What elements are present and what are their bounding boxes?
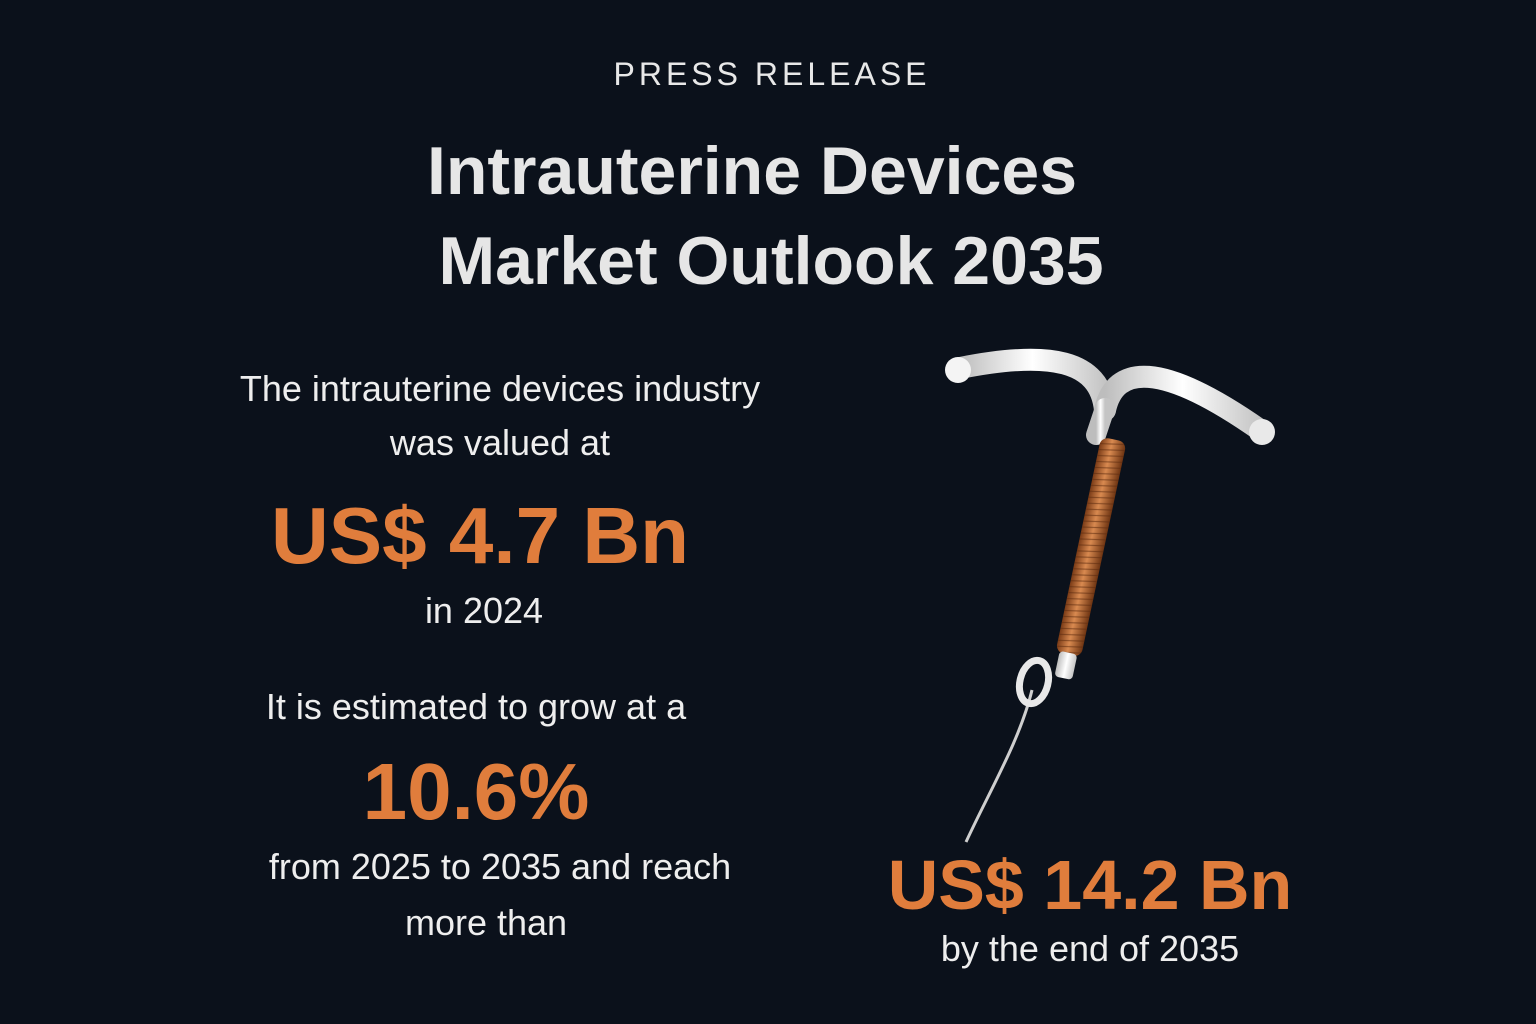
iud-left-arm: [949, 348, 1116, 421]
growth-line-2: more than: [404, 902, 568, 943]
iud-right-arm: [1094, 365, 1271, 441]
iud-device-illustration: [945, 348, 1275, 843]
eyebrow-label: PRESS RELEASE: [613, 56, 931, 92]
year-text: in 2024: [424, 590, 544, 631]
iud-string: [964, 689, 1034, 843]
growth-intro: It is estimated to grow at a: [265, 686, 687, 727]
title-line-1: Intrauterine Devices: [426, 133, 1078, 209]
cagr-value: 10.6%: [362, 747, 590, 836]
intro-line-1: The intrauterine devices industry: [239, 368, 761, 409]
value-2035-subtitle: by the end of 2035: [940, 928, 1240, 969]
value-2024: US$ 4.7 Bn: [271, 491, 689, 580]
growth-line-1: from 2025 to 2035 and reach: [268, 846, 732, 887]
title-line-2: Market Outlook 2035: [438, 223, 1104, 299]
page-title: Intrauterine Devices Market Outlook 2035: [0, 126, 1536, 306]
iud-stem-knob: [1015, 656, 1053, 708]
value-2035: US$ 14.2 Bn: [887, 846, 1293, 924]
intro-line-2: was valued at: [389, 422, 611, 463]
